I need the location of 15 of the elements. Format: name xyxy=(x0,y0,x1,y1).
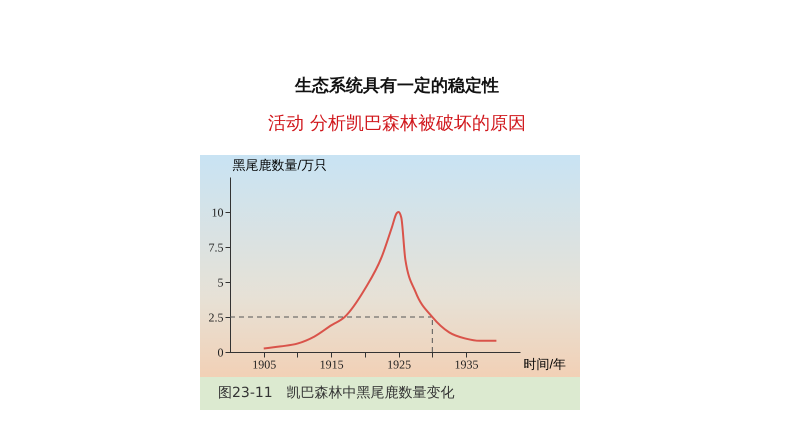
caption: 图23-11 凯巴森林中黑尾鹿数量变化 xyxy=(200,377,580,410)
y-axis-title: 黑尾鹿数量/万只 xyxy=(232,158,328,172)
chart-title: 生态系统具有一定的稳定性 xyxy=(294,75,500,97)
x-tick-label: 1935 xyxy=(454,358,479,372)
line-series xyxy=(262,211,498,350)
y-tick-label: 7.5 xyxy=(208,240,224,254)
y-tick-label: 0 xyxy=(218,346,224,360)
y-tick-label: 10 xyxy=(212,206,224,220)
x-tick-label: 1925 xyxy=(387,358,412,372)
x-tick-label: 1915 xyxy=(320,358,344,372)
chart-subtitle: 活动 分析凯巴森林被破坏的原因 xyxy=(267,112,527,135)
x-tick-label: 1905 xyxy=(252,358,276,372)
y-tick-label: 5 xyxy=(218,276,224,290)
x-axis-title: 时间/年 xyxy=(524,356,566,372)
y-tick-label: 2.5 xyxy=(208,310,224,324)
